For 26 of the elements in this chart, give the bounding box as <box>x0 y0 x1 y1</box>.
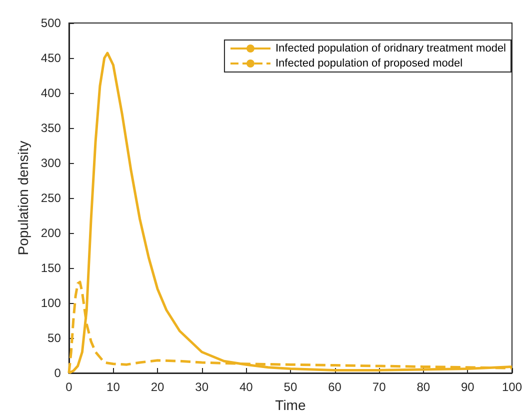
y-tick-label: 400 <box>40 86 62 100</box>
x-tick-label: 0 <box>66 380 73 394</box>
x-tick-label: 60 <box>328 380 342 394</box>
y-tick-label: 450 <box>40 51 62 65</box>
y-tick-label: 250 <box>40 191 62 205</box>
y-tick-label: 500 <box>40 16 62 30</box>
y-tick-label: 350 <box>40 121 62 135</box>
x-tick-label: 100 <box>502 380 522 394</box>
x-tick-label: 30 <box>195 380 209 394</box>
y-tick-label: 0 <box>54 366 62 380</box>
y-tick-label: 300 <box>40 156 62 170</box>
y-tick-label: 200 <box>40 226 62 240</box>
y-axis-title: Population density <box>15 140 31 256</box>
y-tick-label: 50 <box>48 331 62 345</box>
x-tick-label: 50 <box>284 380 298 394</box>
x-tick-label: 20 <box>150 380 165 394</box>
x-tick-label: 80 <box>416 380 430 394</box>
x-axis-title: Time <box>275 396 306 413</box>
x-tick-label: 40 <box>239 380 254 394</box>
legend-label: Infected population of proposed model <box>275 58 463 70</box>
y-tick-label: 100 <box>40 296 62 310</box>
y-tick-label: 150 <box>40 261 62 275</box>
legend-label: Infected population of oridnary treatment model <box>275 42 506 54</box>
x-tick-label: 10 <box>106 380 120 394</box>
x-tick-label: 70 <box>372 380 386 394</box>
x-tick-label: 90 <box>461 380 475 394</box>
